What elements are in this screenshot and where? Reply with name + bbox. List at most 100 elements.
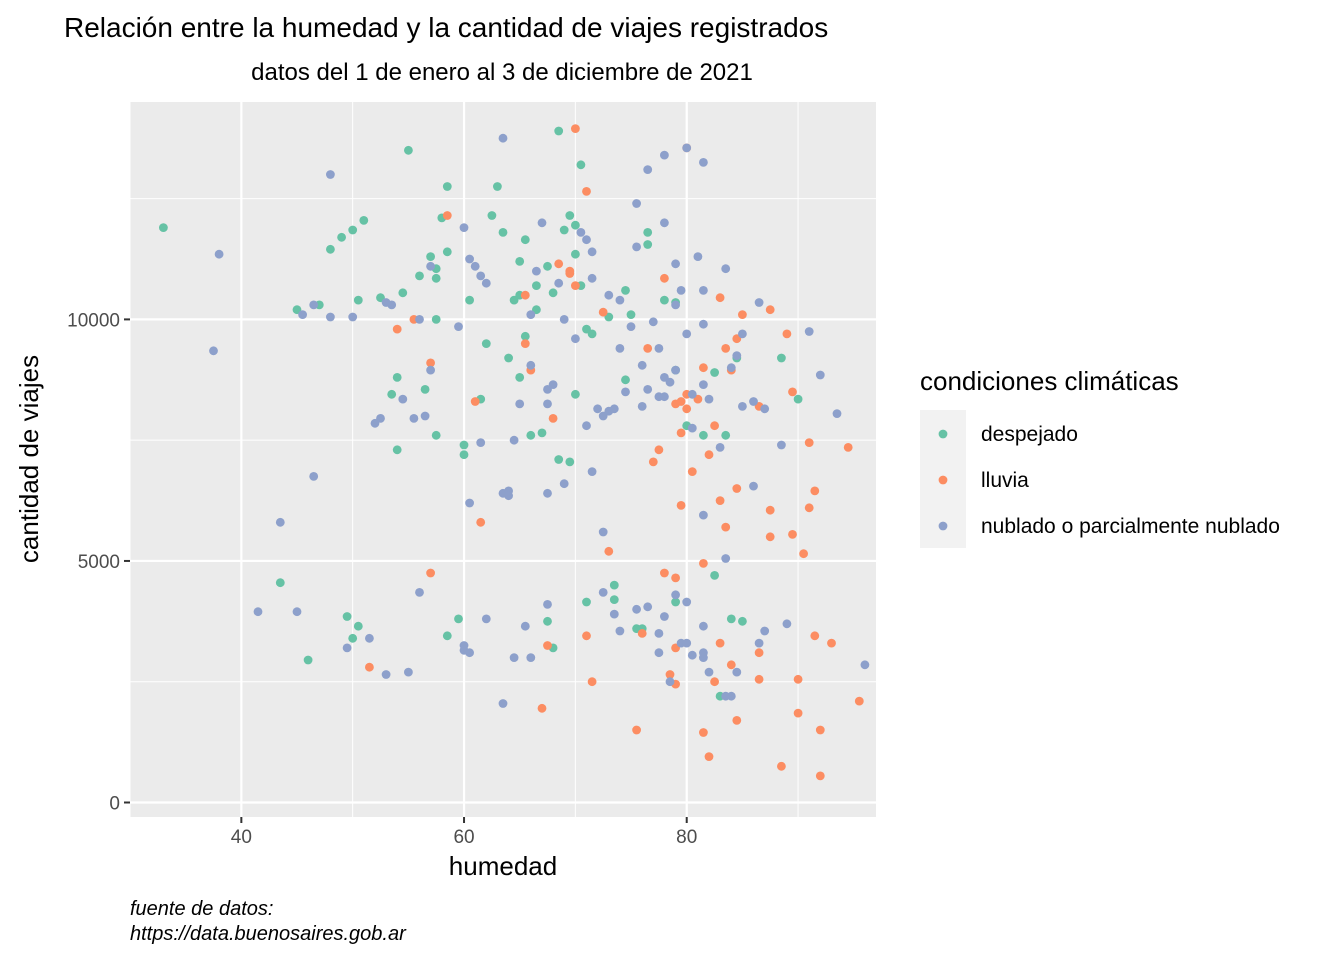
data-point bbox=[682, 597, 692, 607]
data-point bbox=[487, 211, 497, 220]
data-point bbox=[660, 218, 669, 228]
data-point bbox=[526, 310, 536, 319]
data-point bbox=[738, 310, 747, 319]
data-point bbox=[353, 621, 363, 631]
data-point bbox=[415, 271, 424, 281]
data-point bbox=[721, 430, 731, 440]
data-point bbox=[598, 307, 608, 317]
data-point bbox=[426, 365, 435, 375]
data-point bbox=[587, 677, 597, 687]
data-point bbox=[699, 510, 708, 520]
data-point bbox=[342, 643, 352, 653]
data-point bbox=[426, 568, 435, 578]
data-point bbox=[476, 271, 486, 281]
data-point bbox=[470, 261, 480, 271]
data-point bbox=[292, 607, 302, 617]
data-point bbox=[609, 609, 619, 619]
data-point bbox=[576, 160, 586, 170]
data-point bbox=[643, 228, 653, 237]
data-point bbox=[754, 638, 764, 648]
chart-subtitle: datos del 1 de enero al 3 de diciembre d… bbox=[251, 59, 753, 86]
data-point bbox=[754, 648, 764, 658]
legend-label: despejado bbox=[981, 423, 1078, 446]
data-point bbox=[159, 223, 168, 233]
data-point bbox=[326, 244, 335, 254]
data-point bbox=[615, 295, 625, 305]
data-point bbox=[465, 498, 474, 508]
data-point bbox=[582, 631, 591, 641]
data-point bbox=[632, 199, 641, 208]
data-point bbox=[476, 517, 486, 527]
data-point bbox=[693, 252, 703, 261]
data-point bbox=[815, 370, 825, 380]
data-point bbox=[253, 607, 263, 617]
data-point bbox=[548, 414, 558, 423]
data-point bbox=[465, 254, 474, 264]
chart-title: Relación entre la humedad y la cantidad … bbox=[64, 12, 828, 43]
data-point bbox=[654, 648, 664, 658]
data-point bbox=[392, 324, 402, 334]
data-point bbox=[554, 259, 564, 269]
data-point bbox=[687, 423, 697, 433]
legend-items: despejado lluvia nublado o parcialmente nu… bbox=[938, 423, 1280, 538]
data-point bbox=[687, 467, 697, 476]
data-point bbox=[365, 662, 374, 672]
data-point bbox=[509, 435, 519, 445]
major-gridlines bbox=[130, 102, 876, 817]
data-point bbox=[598, 527, 608, 537]
data-point bbox=[827, 638, 836, 648]
data-point bbox=[365, 633, 374, 643]
data-point bbox=[699, 380, 708, 389]
data-point bbox=[732, 667, 742, 677]
data-point bbox=[643, 385, 653, 394]
data-point bbox=[648, 457, 658, 467]
x-axis-title: humedad bbox=[449, 851, 557, 881]
data-point bbox=[621, 286, 630, 295]
data-point bbox=[793, 708, 803, 718]
data-point bbox=[398, 288, 408, 298]
data-point bbox=[660, 150, 669, 160]
data-point bbox=[404, 145, 413, 155]
data-point bbox=[699, 621, 708, 631]
data-point bbox=[754, 298, 764, 307]
data-point bbox=[804, 438, 814, 447]
data-point bbox=[615, 626, 625, 636]
data-point bbox=[732, 716, 742, 725]
data-point bbox=[459, 440, 469, 450]
data-point bbox=[559, 479, 569, 489]
data-point bbox=[481, 339, 491, 348]
data-point bbox=[765, 305, 775, 315]
data-point bbox=[726, 363, 736, 373]
data-point bbox=[214, 249, 224, 259]
data-point bbox=[660, 392, 669, 402]
data-point bbox=[520, 621, 530, 631]
data-point bbox=[520, 235, 530, 245]
data-point bbox=[543, 616, 552, 626]
data-point bbox=[537, 218, 547, 228]
data-point bbox=[337, 232, 346, 242]
data-point bbox=[543, 399, 552, 409]
data-point bbox=[526, 430, 536, 440]
data-point bbox=[665, 670, 675, 679]
data-point bbox=[699, 319, 708, 329]
data-point bbox=[459, 223, 469, 233]
data-point bbox=[632, 604, 641, 614]
data-point bbox=[582, 421, 591, 431]
data-point bbox=[593, 404, 602, 414]
data-point bbox=[609, 580, 619, 590]
data-point bbox=[309, 472, 319, 481]
data-point bbox=[415, 315, 424, 324]
data-point bbox=[699, 158, 708, 167]
data-point bbox=[409, 414, 419, 423]
data-point bbox=[782, 619, 792, 629]
plot-panel bbox=[130, 102, 876, 817]
data-point bbox=[671, 597, 680, 607]
data-point bbox=[520, 331, 530, 341]
data-point bbox=[671, 365, 680, 375]
data-point bbox=[515, 257, 525, 266]
data-point bbox=[481, 278, 491, 288]
data-point bbox=[387, 389, 397, 399]
data-point bbox=[543, 488, 552, 498]
legend-key-dot bbox=[938, 475, 948, 485]
